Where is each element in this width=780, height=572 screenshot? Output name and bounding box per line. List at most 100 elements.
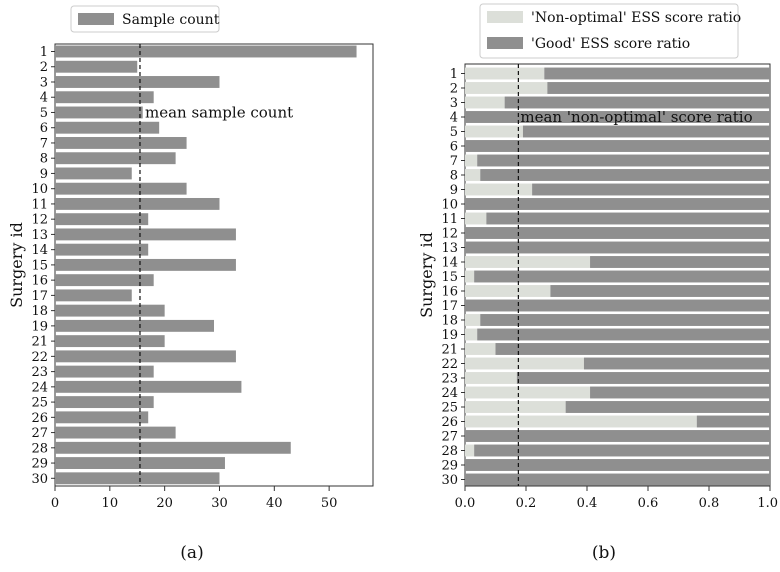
panel-a-bar-21 <box>55 335 165 348</box>
panel-b-bar-good-12 <box>465 227 770 239</box>
panel-b-bar-non-optimal-23 <box>465 372 517 384</box>
panel-a-x-tick-label-40: 40 <box>266 496 283 511</box>
panel-a-y-tick-label-22: 22 <box>31 350 48 365</box>
panel-b-y-tick-label-17: 17 <box>441 299 458 314</box>
panel-b-y-tick-label-26: 26 <box>441 415 458 430</box>
panel-a-y-tick-label-19: 19 <box>31 319 48 334</box>
panel-b-y-tick-label-6: 6 <box>450 140 458 155</box>
panel-a-y-tick-label-24: 24 <box>31 380 48 395</box>
panel-b-y-tick-label-3: 3 <box>450 96 458 111</box>
panel-a-bar-29 <box>55 457 225 470</box>
panel-a-y-tick-label-30: 30 <box>31 472 48 487</box>
panel-b-mean-label: mean 'non-optimal' score ratio <box>520 108 752 126</box>
panel-a-y-tick-label-5: 5 <box>40 106 48 121</box>
panel-a-bar-7 <box>55 137 187 149</box>
panel-b-bar-non-optimal-5 <box>465 125 523 138</box>
panel-b-y-tick-label-28: 28 <box>441 444 458 459</box>
panel-b-y-tick-label-10: 10 <box>441 198 458 213</box>
panel-a-y-tick-label-16: 16 <box>31 274 48 289</box>
panel-b-bar-non-optimal-7 <box>465 154 478 167</box>
panel-a-bar-26 <box>55 411 149 424</box>
panel-b-bar-good-30 <box>465 473 770 486</box>
panel-a-bar-8 <box>55 152 176 165</box>
panel-a: 1234567891011121314151617181921222324252… <box>7 5 374 563</box>
panel-b-bar-non-optimal-21 <box>465 343 496 355</box>
panel-b-bar-good-8 <box>480 169 770 181</box>
panel-b-bar-good-6 <box>465 140 770 152</box>
panel-a-bar-3 <box>55 76 220 88</box>
panel-b-bar-good-11 <box>486 212 770 225</box>
panel-b-legend-label-non-optimal: 'Non-optimal' ESS score ratio <box>531 10 741 26</box>
panel-a-y-tick-label-7: 7 <box>40 136 48 151</box>
panel-b-y-tick-label-7: 7 <box>450 154 458 169</box>
panel-a-legend-swatch-sample-count <box>78 13 114 25</box>
panel-a-bar-27 <box>55 426 176 439</box>
panel-a-y-tick-label-28: 28 <box>31 441 48 456</box>
panel-b-bar-non-optimal-25 <box>465 401 566 413</box>
panel-b-bar-good-17 <box>465 299 770 312</box>
panel-b-legend-swatch-good <box>487 37 523 49</box>
panel-a-bar-13 <box>55 228 236 241</box>
panel-b-bar-non-optimal-28 <box>465 444 475 457</box>
panel-a-bar-14 <box>55 243 149 256</box>
panel-b-y-tick-label-30: 30 <box>441 473 458 488</box>
panel-a-bar-10 <box>55 182 187 195</box>
panel-a-bar-24 <box>55 380 242 393</box>
panel-a-bar-11 <box>55 197 220 210</box>
panel-a-y-tick-label-3: 3 <box>40 75 48 90</box>
panel-a-y-tick-label-21: 21 <box>31 335 48 350</box>
panel-b-y-tick-label-25: 25 <box>441 401 458 416</box>
panel-b-y-tick-label-11: 11 <box>441 212 458 227</box>
panel-a-y-tick-label-14: 14 <box>31 243 48 258</box>
panel-b-caption: (b) <box>592 543 616 563</box>
panel-b-bar-good-14 <box>590 256 770 268</box>
panel-a-y-tick-label-15: 15 <box>31 258 48 273</box>
panel-b-x-tick-label-0.2: 0.2 <box>516 496 537 511</box>
panel-b-bar-good-13 <box>465 241 770 254</box>
panel-b-bar-non-optimal-9 <box>465 183 533 196</box>
panel-b-bar-good-27 <box>465 430 770 442</box>
panel-b-y-tick-label-13: 13 <box>441 241 458 256</box>
panel-b-bar-good-16 <box>550 285 770 297</box>
panel-a-x-tick-label-30: 30 <box>211 496 228 511</box>
panel-a-x-tick-label-0: 0 <box>51 496 59 511</box>
panel-b-bar-non-optimal-2 <box>465 82 548 94</box>
panel-a-y-tick-label-6: 6 <box>40 121 48 136</box>
panel-b-y-tick-label-5: 5 <box>450 125 458 140</box>
panel-b-legend-label-good: 'Good' ESS score ratio <box>531 36 690 52</box>
panel-b-y-tick-label-8: 8 <box>450 169 458 184</box>
panel-a-y-tick-label-18: 18 <box>31 304 48 319</box>
panel-a-y-tick-label-27: 27 <box>31 426 48 441</box>
panel-b-y-tick-label-21: 21 <box>441 343 458 358</box>
panel-b-y-tick-label-22: 22 <box>441 357 458 372</box>
panel-b-bar-good-22 <box>583 357 770 370</box>
panel-b-bar-good-15 <box>474 270 770 283</box>
panel-a-y-tick-label-1: 1 <box>40 45 48 60</box>
panel-b-bar-good-5 <box>522 125 770 138</box>
panel-b-bar-good-29 <box>465 459 770 471</box>
panel-a-bar-25 <box>55 396 154 409</box>
panel-b-legend-swatch-non-optimal <box>487 11 523 23</box>
panel-b-bar-non-optimal-22 <box>465 357 584 370</box>
panel-a-y-tick-label-2: 2 <box>40 60 48 75</box>
panel-a-caption: (a) <box>180 543 203 563</box>
panel-a-bar-28 <box>55 441 291 454</box>
panel-b-bar-good-18 <box>480 314 770 326</box>
panel-b-y-tick-label-1: 1 <box>450 67 458 82</box>
panel-b-bar-good-7 <box>477 154 770 167</box>
panel-a-y-tick-label-26: 26 <box>31 411 48 426</box>
panel-b-bar-non-optimal-26 <box>465 415 697 428</box>
panel-a-mean-label: mean sample count <box>145 103 293 121</box>
panel-a-bars <box>55 45 357 485</box>
panel-a-y-tick-label-13: 13 <box>31 228 48 243</box>
panel-a-legend: Sample count <box>70 5 220 33</box>
panel-a-bar-6 <box>55 121 160 134</box>
panel-b-bar-non-optimal-1 <box>465 67 545 80</box>
panel-b-x-tick-label-0.4: 0.4 <box>577 496 598 511</box>
panel-a-bar-5 <box>55 106 143 119</box>
panel-b-bar-non-optimal-8 <box>465 169 481 181</box>
panel-a-bar-12 <box>55 213 149 226</box>
panel-a-x-tick-label-50: 50 <box>321 496 338 511</box>
panel-b-y-tick-label-9: 9 <box>450 183 458 198</box>
